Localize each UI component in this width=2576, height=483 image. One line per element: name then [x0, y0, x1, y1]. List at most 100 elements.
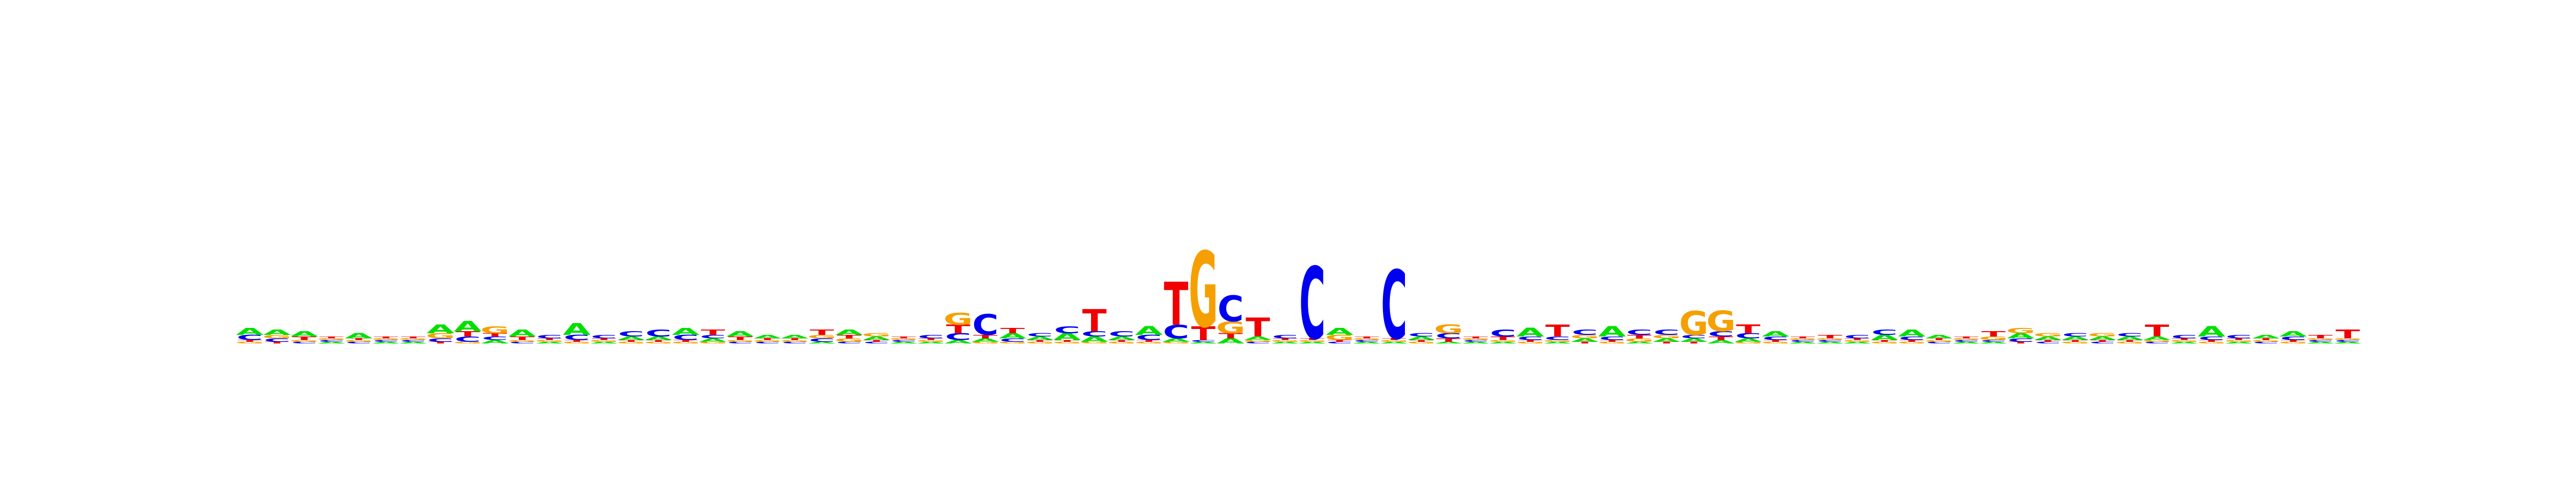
- logo-letter-C-pos-48: C: [1517, 336, 1543, 341]
- logo-letter-A-pos-66: A: [2007, 332, 2035, 340]
- logo-letter-C-pos-28: C: [972, 309, 999, 342]
- logo-letter-A-pos-58: A: [1789, 341, 1817, 344]
- logo-letter-C-pos-24: C: [863, 341, 890, 344]
- logo-letter-T-pos-76: T: [2281, 340, 2306, 342]
- logo-letter-T-pos-60: T: [1845, 338, 1870, 341]
- logo-letter-A-pos-46: A: [1462, 341, 1490, 344]
- logo-letter-G-pos-5: G: [344, 340, 374, 342]
- logo-letter-C-pos-42: C: [1353, 340, 1380, 342]
- logo-letter-A-pos-72: A: [2170, 341, 2198, 344]
- logo-letter-C-pos-59: C: [1817, 340, 1843, 342]
- logo-letter-A-pos-62: A: [1898, 328, 1926, 339]
- logo-stacks: GTCATCGACGTAACGTCGTAACGTACGTTCGAGCTAACTG…: [235, 231, 2362, 362]
- logo-letter-C-pos-21: C: [781, 341, 808, 344]
- logo-letter-G-pos-9: G: [453, 341, 482, 344]
- logo-letter-G-pos-19: G: [726, 340, 755, 342]
- logo-letter-A-pos-8: A: [427, 322, 455, 336]
- logo-letter-A-pos-36: A: [1189, 341, 1217, 344]
- logo-letter-C-pos-36: C: [1190, 340, 1217, 342]
- logo-letter-T-pos-62: T: [1900, 340, 1924, 342]
- logo-letter-C-pos-29: C: [999, 338, 1026, 343]
- logo-letter-G-pos-74: G: [2224, 340, 2253, 342]
- logo-letter-G-pos-26: G: [916, 340, 946, 342]
- logo-letter-C-pos-23: C: [836, 341, 862, 344]
- logo-letter-G-pos-55: G: [1707, 305, 1736, 338]
- logo-letter-T-pos-31: T: [1055, 340, 1080, 342]
- logo-letter-A-pos-7: A: [399, 341, 427, 344]
- logo-letter-T-pos-53: T: [1655, 341, 1679, 344]
- logo-letter-A-pos-21: A: [781, 334, 809, 339]
- logo-letter-T-pos-12: T: [537, 338, 562, 341]
- logo-letter-G-pos-64: G: [1951, 338, 1981, 341]
- logo-letter-G-pos-72: G: [2170, 340, 2199, 342]
- logo-letter-C-pos-64: C: [1953, 340, 1979, 342]
- logo-letter-A-pos-50: A: [1571, 338, 1599, 343]
- logo-letter-T-pos-23: T: [837, 334, 862, 339]
- logo-letter-G-pos-73: G: [2197, 341, 2226, 344]
- logo-letter-A-pos-51: A: [1598, 324, 1626, 340]
- logo-letter-C-pos-5: C: [346, 341, 372, 344]
- logo-letter-A-pos-32: A: [1080, 335, 1108, 343]
- logo-letter-C-pos-76: C: [2280, 336, 2307, 341]
- logo-letter-A-pos-14: A: [590, 341, 618, 344]
- logo-letter-T-pos-59: T: [1818, 334, 1842, 339]
- logo-letter-G-pos-70: G: [2115, 341, 2145, 344]
- logo-letter-C-pos-15: C: [618, 330, 645, 338]
- logo-letter-G-pos-7: G: [399, 338, 428, 341]
- logo-letter-G-pos-53: G: [1652, 334, 1681, 339]
- logo-letter-A-pos-48: A: [1517, 326, 1545, 340]
- logo-letter-A-pos-23: A: [835, 328, 863, 336]
- logo-letter-A-pos-77: A: [2307, 341, 2334, 344]
- logo-letter-A-pos-17: A: [672, 326, 700, 337]
- logo-letter-C-pos-19: C: [727, 341, 753, 344]
- logo-letter-T-pos-51: T: [1600, 340, 1624, 342]
- logo-letter-A-pos-57: A: [1762, 330, 1790, 338]
- logo-letter-C-pos-32: C: [1081, 330, 1108, 338]
- logo-letter-G-pos-17: G: [671, 341, 700, 344]
- logo-letter-G-pos-22: G: [807, 334, 837, 339]
- logo-letter-C-pos-25: C: [890, 340, 917, 342]
- logo-letter-C-pos-39: C: [1272, 334, 1298, 339]
- logo-letter-G-pos-33: G: [1107, 341, 1137, 344]
- logo-letter-G-pos-13: G: [562, 341, 591, 344]
- logo-letter-T-pos-52: T: [1627, 334, 1652, 339]
- logo-letter-C-pos-65: C: [1980, 340, 2007, 342]
- logo-letter-T-pos-54: T: [1681, 341, 1706, 344]
- logo-letter-A-pos-27: A: [945, 339, 972, 345]
- logo-letter-G-pos-30: G: [1025, 341, 1055, 344]
- logo-letter-T-pos-33: T: [1109, 340, 1134, 342]
- logo-letter-A-pos-43: A: [1380, 341, 1408, 344]
- logo-letter-T-pos-7: T: [401, 336, 426, 339]
- logo-letter-T-pos-69: T: [2090, 340, 2115, 342]
- logo-letter-G-pos-66: G: [2006, 327, 2036, 335]
- logo-letter-T-pos-8: T: [428, 341, 453, 344]
- logo-letter-T-pos-28: T: [973, 334, 998, 339]
- logo-letter-C-pos-57: C: [1762, 336, 1789, 341]
